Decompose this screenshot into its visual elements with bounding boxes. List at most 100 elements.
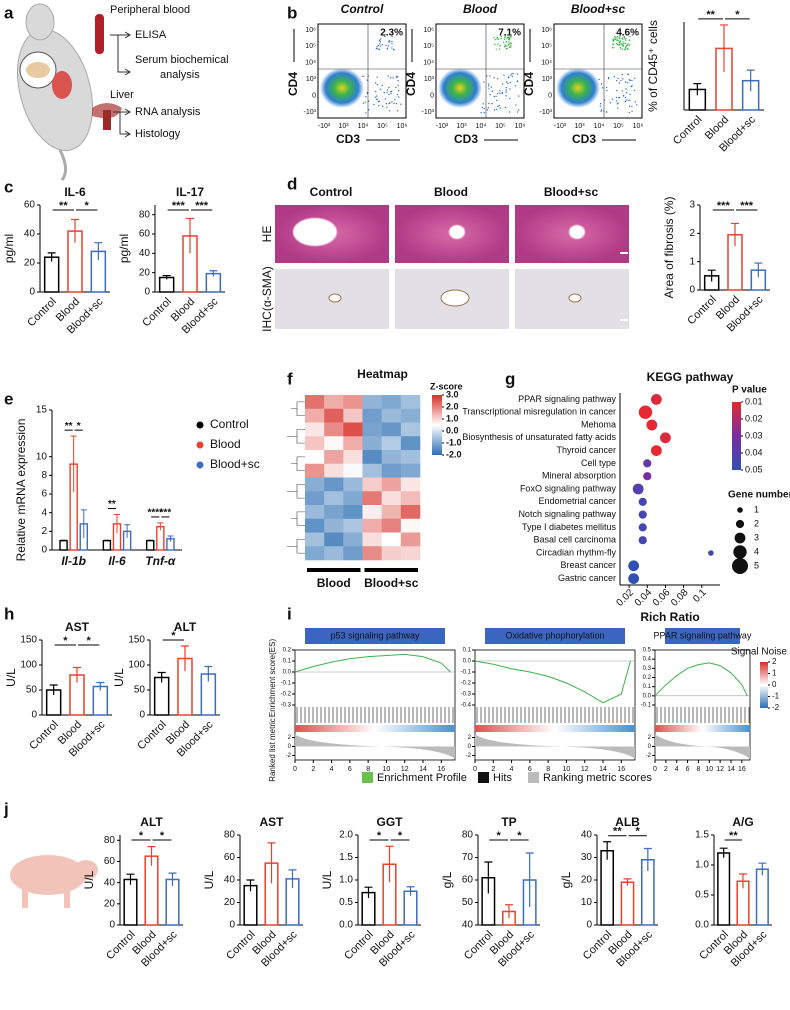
y-tick-label: 1.0	[695, 860, 709, 871]
flow-dot	[613, 75, 615, 78]
y-label: g/L	[559, 871, 573, 888]
flow-dot	[510, 36, 512, 38]
y-tick-label: 0.1	[463, 648, 472, 654]
label: analysis	[160, 69, 200, 81]
flow-dot	[510, 45, 512, 47]
flow-dot	[376, 95, 378, 97]
heat-cell	[362, 436, 382, 451]
flow-title: Blood+sc	[571, 2, 626, 16]
error-bar	[720, 24, 728, 72]
significance: *	[636, 826, 641, 838]
flow-dot	[629, 35, 631, 38]
flow-dot	[388, 41, 390, 43]
flow-dot	[373, 103, 375, 106]
flow-dot	[607, 77, 610, 79]
x-tick-label: 12	[581, 766, 589, 773]
flow-x-tick: 10⁴	[594, 123, 605, 130]
heat-cell	[381, 422, 402, 437]
y-tick-label: 0.0	[339, 920, 353, 931]
error-bar	[126, 873, 135, 885]
chart-title: KEGG pathway	[647, 370, 734, 384]
label: Histology	[135, 128, 181, 140]
vessel	[292, 217, 338, 247]
flow-dot	[384, 98, 387, 100]
x-tick-label: 14	[419, 766, 427, 773]
size-label: 4	[754, 546, 759, 556]
flow-dot	[636, 104, 638, 106]
dendrogram	[287, 429, 305, 444]
flow-dot	[615, 42, 618, 45]
y-label: U/L	[112, 668, 126, 687]
flow-y-tick: 10⁶	[423, 27, 434, 34]
colorbar-label: 2	[772, 657, 777, 666]
flow-x-label: CD3	[572, 132, 596, 146]
y-tick-label: 8	[41, 470, 47, 481]
y-tick-label: 100	[128, 660, 145, 671]
heat-cell	[381, 532, 402, 547]
es-line	[654, 662, 748, 697]
y-tick-label: 70	[462, 852, 474, 863]
chart-title: ALB	[615, 815, 640, 829]
y-tick-label: -0.3	[461, 692, 472, 698]
flow-dot	[395, 102, 398, 105]
colorbar-label: 2.0	[446, 401, 459, 411]
y-tick-label: 60	[104, 856, 116, 867]
flow-dot	[396, 75, 399, 78]
error-bar	[406, 886, 415, 896]
flow-dot	[620, 42, 622, 45]
flow-dot	[609, 102, 612, 104]
flow-dot	[377, 100, 380, 103]
flow-dot	[388, 93, 390, 95]
y-tick-label: 4	[41, 507, 47, 518]
heat-cell	[381, 491, 402, 506]
flow-dot	[386, 47, 389, 49]
legend-label: Blood	[210, 437, 241, 451]
flow-dot	[498, 104, 501, 107]
dendrogram	[287, 539, 305, 554]
panel-label: a	[4, 3, 14, 22]
chart-title: AST	[260, 815, 285, 829]
flow-dot	[496, 99, 498, 102]
flow-dot	[619, 96, 621, 99]
flow-dot	[628, 39, 631, 42]
flow-dot	[378, 104, 380, 106]
flow-dot	[516, 73, 519, 75]
flow-dot	[627, 73, 629, 75]
x-tick-label: Tnf-α	[145, 554, 176, 568]
y-label: pg/ml	[2, 234, 16, 263]
error-bar	[525, 852, 534, 907]
x-tick-label: 6	[348, 766, 352, 773]
heat-cell	[343, 422, 363, 437]
bar	[145, 539, 155, 551]
flow-dot	[618, 37, 620, 39]
flow-dot	[621, 44, 623, 46]
flow-y-tick: 0	[312, 92, 316, 99]
flow-dot	[496, 92, 499, 95]
dendrogram	[287, 484, 305, 499]
flow-dot	[499, 92, 501, 94]
heat-cell	[305, 408, 325, 423]
vessel	[440, 289, 470, 307]
heat-cell	[305, 518, 325, 533]
hits	[655, 707, 750, 723]
dot	[638, 536, 647, 545]
heat-cell	[324, 532, 344, 547]
x-tick-label: 12	[401, 766, 409, 773]
error-bar	[186, 217, 194, 254]
x-tick-label: 2	[664, 766, 668, 773]
error-bar	[643, 847, 652, 871]
flow-dot	[631, 79, 633, 82]
heat-cell	[381, 505, 402, 520]
flow-dot	[623, 36, 626, 39]
y-tick-label: 10	[36, 451, 48, 462]
legend-label: Blood+sc	[210, 457, 260, 471]
flow-dot	[501, 92, 504, 94]
colorbar	[432, 395, 442, 455]
flow-y-tick: 10⁵	[423, 43, 434, 50]
flow-dot	[628, 44, 631, 46]
flow-dot	[509, 88, 511, 90]
es-line	[294, 653, 451, 673]
flow-dot	[617, 44, 619, 46]
heat-cell	[400, 450, 421, 465]
dendrogram	[291, 401, 305, 416]
